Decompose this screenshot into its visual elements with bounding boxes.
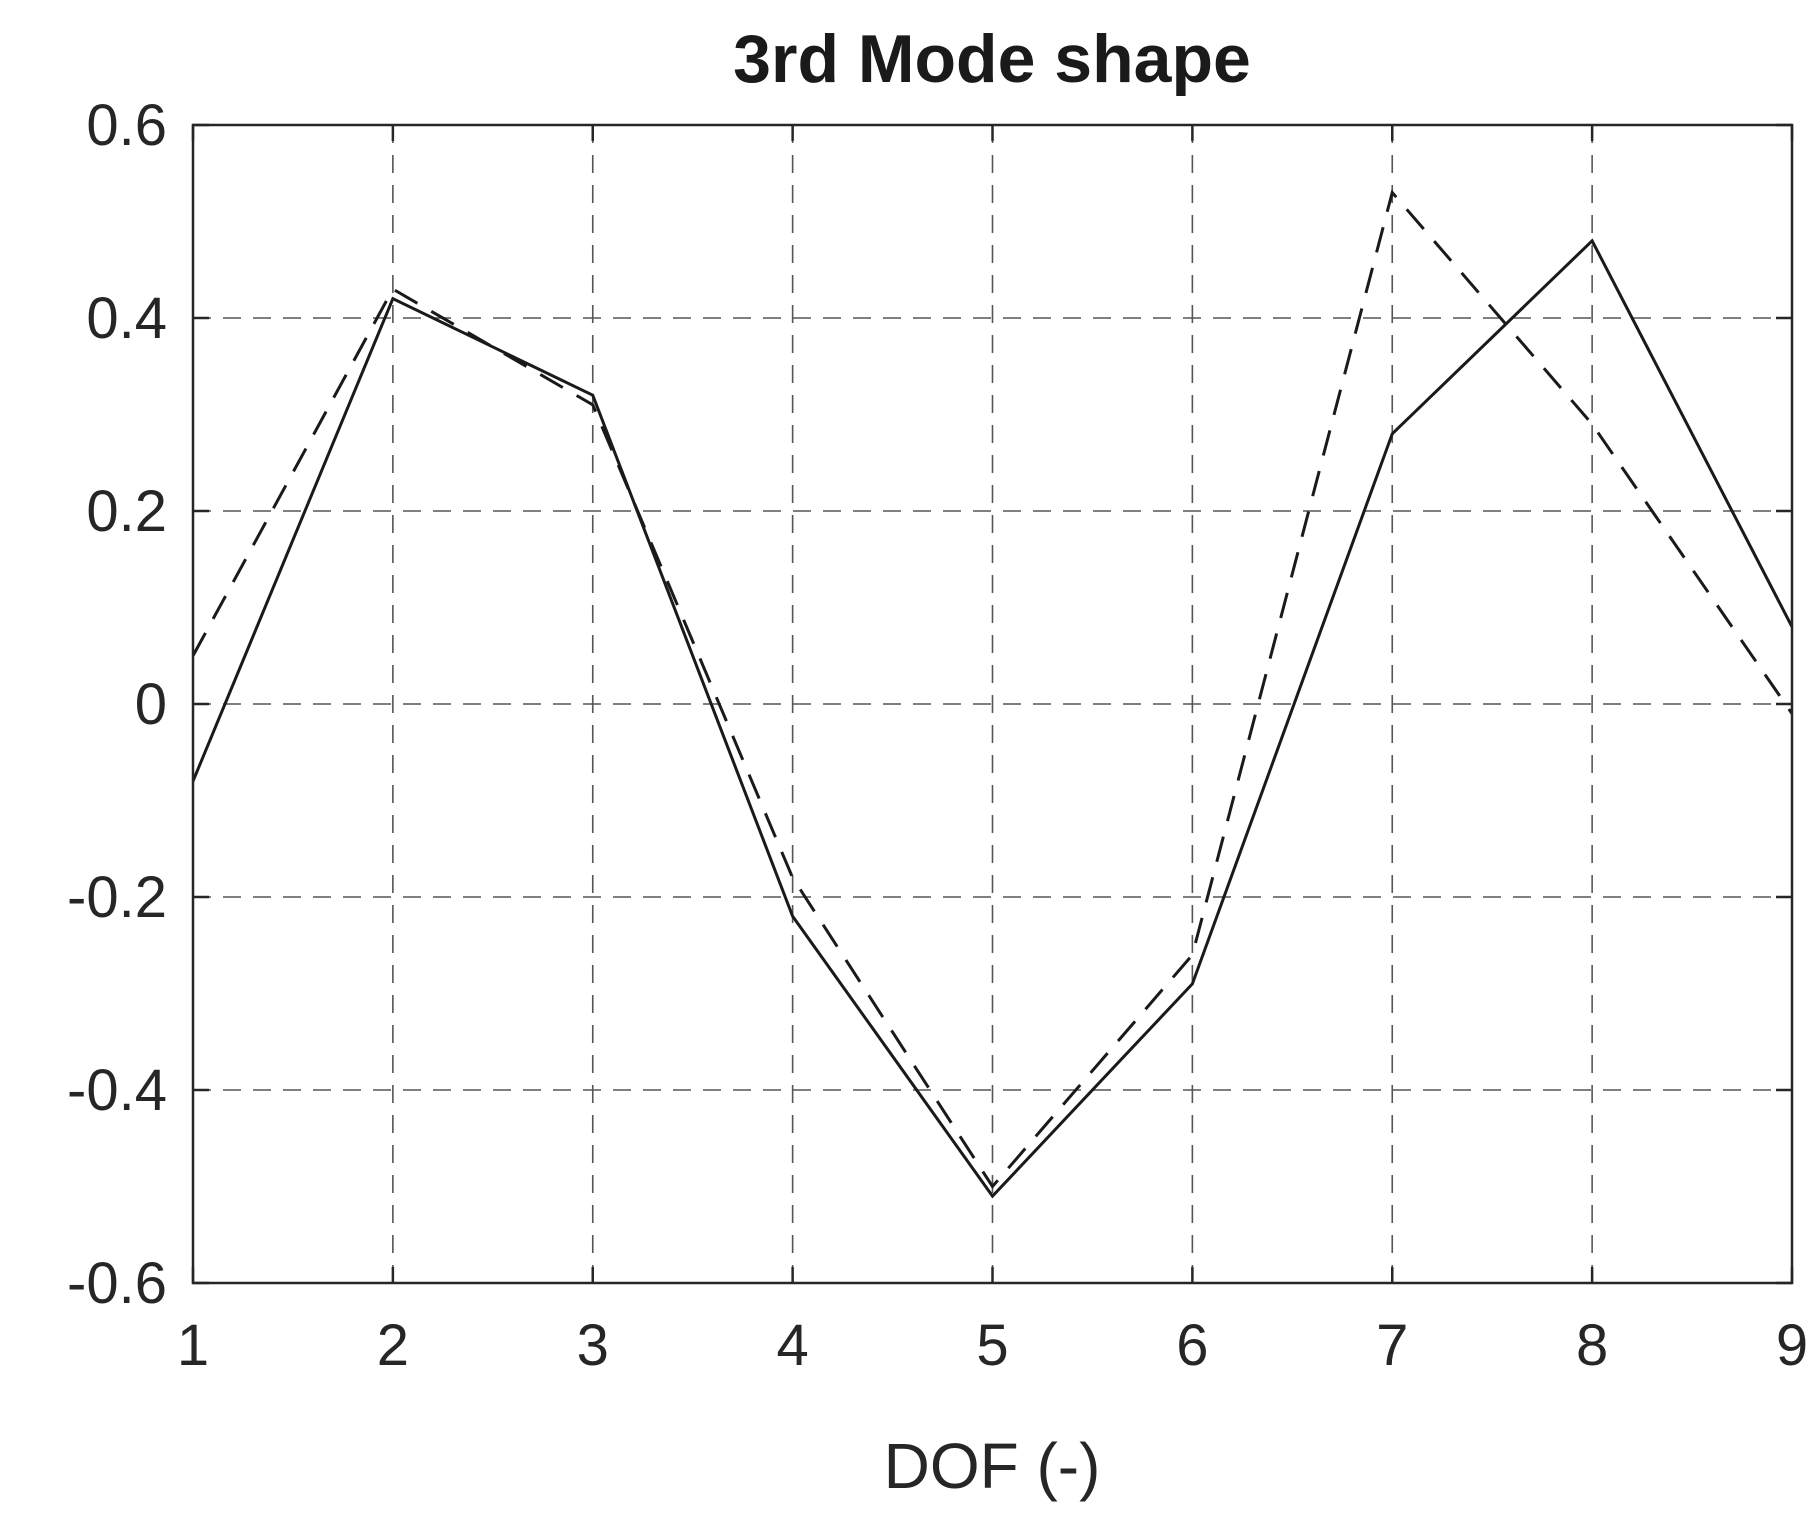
x-axis-label: DOF (-): [884, 1430, 1101, 1502]
grid-layer: [193, 125, 1792, 1283]
y-tick-label: 0.6: [86, 93, 167, 158]
x-tick-label: 2: [377, 1313, 409, 1378]
x-tick-labels: 1 2 3 4 5 6 7 8 9: [177, 1313, 1808, 1378]
y-tick-label: -0.6: [67, 1251, 167, 1316]
y-tick-label: 0.2: [86, 479, 167, 544]
x-tick-label: 9: [1776, 1313, 1808, 1378]
y-tick-label: -0.2: [67, 865, 167, 930]
y-tick-label: 0: [135, 672, 167, 737]
y-tick-labels: -0.6 -0.4 -0.2 0 0.2 0.4 0.6: [67, 93, 167, 1316]
tick-layer: [191, 123, 1794, 1285]
x-tick-label: 8: [1576, 1313, 1608, 1378]
x-tick-label: 4: [776, 1313, 808, 1378]
chart-title: 3rd Mode shape: [733, 21, 1251, 97]
x-tick-label: 1: [177, 1313, 209, 1378]
series-line-solid: [191, 238, 1794, 1199]
y-tick-label: 0.4: [86, 286, 167, 351]
series-line-dashed: [191, 189, 1794, 1189]
x-tick-label: 7: [1376, 1313, 1408, 1378]
y-tick-label: -0.4: [67, 1058, 167, 1123]
x-tick-label: 3: [577, 1313, 609, 1378]
x-tick-label: 5: [976, 1313, 1008, 1378]
series-layer: [191, 189, 1794, 1199]
x-tick-label: 6: [1176, 1313, 1208, 1378]
